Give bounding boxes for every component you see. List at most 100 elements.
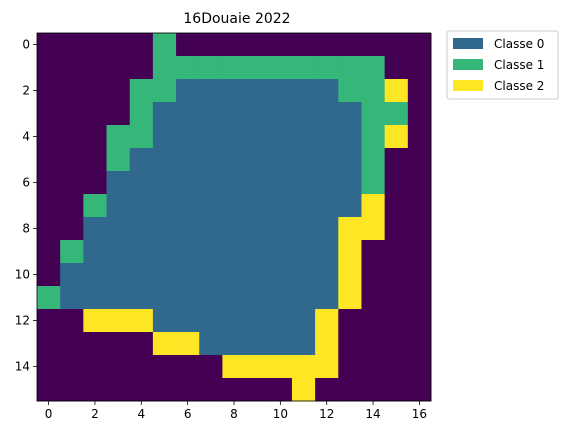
heatmap-cell xyxy=(222,286,246,310)
heatmap-cell xyxy=(338,309,362,333)
y-tick-label: 2 xyxy=(22,84,30,98)
heatmap-cell xyxy=(338,148,362,172)
heatmap-cell xyxy=(83,309,107,333)
legend-label: Classe 0 xyxy=(494,37,544,51)
heatmap-cell xyxy=(291,332,316,356)
heatmap-cell xyxy=(384,148,409,172)
heatmap-cell xyxy=(315,102,339,126)
heatmap-cells xyxy=(37,33,432,402)
heatmap-cell xyxy=(291,125,316,149)
heatmap-cell xyxy=(315,56,339,80)
heatmap-cell xyxy=(315,263,339,287)
heatmap-cell xyxy=(245,79,270,103)
heatmap-cell xyxy=(315,332,339,356)
heatmap-cell xyxy=(176,286,200,310)
heatmap-cell xyxy=(60,263,84,287)
heatmap-cell xyxy=(37,33,61,57)
heatmap-cell xyxy=(199,79,223,103)
heatmap-cell xyxy=(176,355,200,379)
heatmap-cell xyxy=(176,309,200,333)
legend-swatch xyxy=(453,59,483,70)
heatmap-cell xyxy=(106,102,131,126)
heatmap-cell xyxy=(315,125,339,149)
heatmap-cell xyxy=(384,286,409,310)
heatmap-cell xyxy=(384,33,409,57)
heatmap-cell xyxy=(407,194,432,218)
heatmap-cell xyxy=(106,148,131,172)
heatmap-cell xyxy=(37,148,61,172)
y-tick-label: 4 xyxy=(22,130,30,144)
heatmap-cell xyxy=(245,332,270,356)
heatmap-cell xyxy=(199,309,223,333)
heatmap-cell xyxy=(60,332,84,356)
x-tick-label: 0 xyxy=(45,407,53,421)
heatmap-cell xyxy=(291,194,316,218)
heatmap-cell xyxy=(222,171,246,195)
heatmap-cell xyxy=(384,171,409,195)
x-tick-label: 14 xyxy=(365,407,380,421)
heatmap-cell xyxy=(176,240,200,264)
heatmap-cell xyxy=(199,194,223,218)
heatmap-cell xyxy=(407,217,432,241)
heatmap-cell xyxy=(384,56,409,80)
heatmap-cell xyxy=(245,240,270,264)
heatmap-cell xyxy=(199,171,223,195)
heatmap-cell xyxy=(338,79,362,103)
heatmap-cell xyxy=(407,332,432,356)
heatmap-cell xyxy=(338,171,362,195)
heatmap-cell xyxy=(37,355,61,379)
heatmap-cell xyxy=(291,286,316,310)
x-tick-label: 10 xyxy=(273,407,288,421)
heatmap-cell xyxy=(268,332,293,356)
heatmap-cell xyxy=(176,171,200,195)
heatmap-cell xyxy=(315,309,339,333)
heatmap-cell xyxy=(315,286,339,310)
x-tick-label: 16 xyxy=(412,407,427,421)
heatmap-cell xyxy=(106,332,131,356)
heatmap-cell xyxy=(199,240,223,264)
heatmap-cell xyxy=(152,102,177,126)
y-tick-label: 10 xyxy=(15,268,30,282)
heatmap-cell xyxy=(83,378,107,402)
x-tick-label: 8 xyxy=(230,407,238,421)
heatmap-cell xyxy=(222,217,246,241)
heatmap-cell xyxy=(384,240,409,264)
heatmap-cell xyxy=(199,102,223,126)
heatmap-cell xyxy=(222,33,246,57)
heatmap-cell xyxy=(315,240,339,264)
heatmap-cell xyxy=(106,286,131,310)
legend-items: Classe 0 Classe 1 Classe 2 xyxy=(453,37,544,93)
heatmap-cell xyxy=(361,217,386,241)
heatmap-cell xyxy=(407,378,432,402)
heatmap-cell xyxy=(407,33,432,57)
heatmap-cell xyxy=(338,355,362,379)
heatmap-cell xyxy=(106,263,131,287)
heatmap-cell xyxy=(245,125,270,149)
heatmap-cell xyxy=(291,217,316,241)
x-tick-label: 12 xyxy=(319,407,334,421)
heatmap-cell xyxy=(152,171,177,195)
heatmap-cell xyxy=(152,263,177,287)
heatmap-cell xyxy=(60,286,84,310)
heatmap-cell xyxy=(338,125,362,149)
heatmap-cell xyxy=(176,56,200,80)
chart-title: 16Douaie 2022 xyxy=(183,11,290,27)
y-tick-label: 8 xyxy=(22,222,30,236)
heatmap-cell xyxy=(222,240,246,264)
heatmap-cell xyxy=(222,332,246,356)
heatmap-cell xyxy=(361,332,386,356)
heatmap-cell xyxy=(37,102,61,126)
heatmap-cell xyxy=(291,102,316,126)
heatmap-cell xyxy=(268,355,293,379)
heatmap-cell xyxy=(37,56,61,80)
heatmap-cell xyxy=(268,217,293,241)
heatmap-cell xyxy=(361,286,386,310)
heatmap-cell xyxy=(338,194,362,218)
heatmap-cell xyxy=(361,33,386,57)
heatmap-cell xyxy=(315,194,339,218)
heatmap-cell xyxy=(338,263,362,287)
heatmap-cell xyxy=(338,286,362,310)
heatmap-cell xyxy=(407,355,432,379)
heatmap-cell xyxy=(384,263,409,287)
heatmap-cell xyxy=(152,309,177,333)
